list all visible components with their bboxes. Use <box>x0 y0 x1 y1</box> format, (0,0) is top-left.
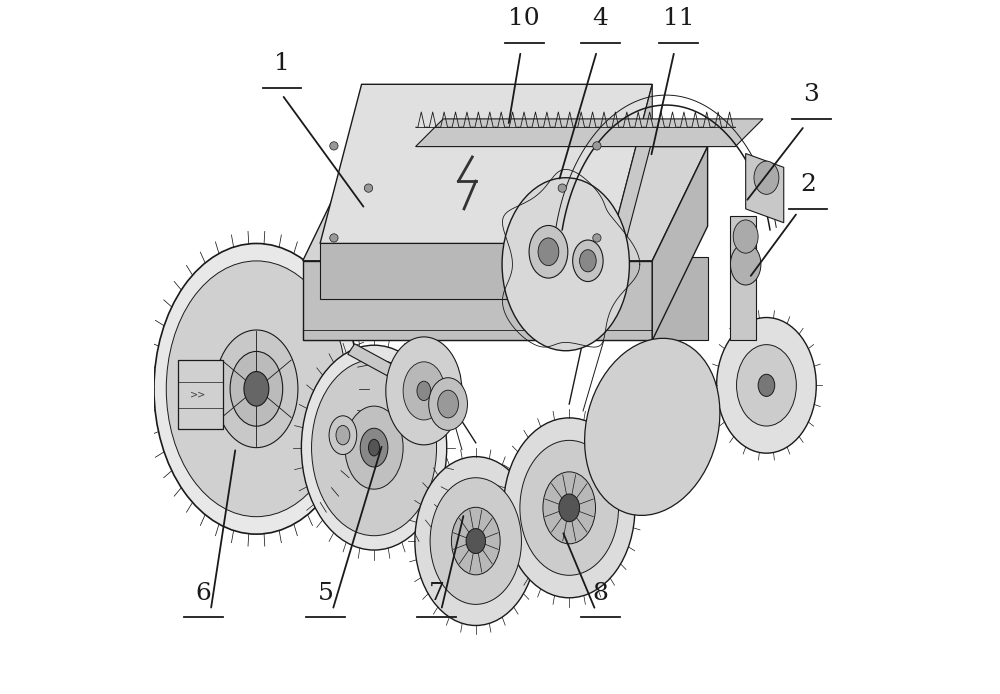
Polygon shape <box>303 326 652 340</box>
Ellipse shape <box>593 234 601 242</box>
Text: 10: 10 <box>508 8 540 31</box>
Ellipse shape <box>593 142 601 150</box>
Polygon shape <box>416 119 763 146</box>
Polygon shape <box>320 84 652 244</box>
Polygon shape <box>611 84 652 299</box>
Ellipse shape <box>580 250 596 272</box>
Ellipse shape <box>717 318 816 453</box>
Ellipse shape <box>529 226 568 278</box>
Ellipse shape <box>364 184 373 192</box>
Polygon shape <box>652 257 708 340</box>
Ellipse shape <box>558 184 566 192</box>
Ellipse shape <box>758 374 775 396</box>
Ellipse shape <box>520 441 619 575</box>
Text: 2: 2 <box>800 174 816 196</box>
Ellipse shape <box>330 234 338 242</box>
Ellipse shape <box>730 244 761 285</box>
Ellipse shape <box>312 359 437 536</box>
Ellipse shape <box>430 477 521 604</box>
Ellipse shape <box>538 238 559 266</box>
Ellipse shape <box>360 428 388 467</box>
Polygon shape <box>746 153 784 223</box>
Text: >>: >> <box>190 389 206 399</box>
Ellipse shape <box>244 371 269 406</box>
Text: 5: 5 <box>318 582 334 604</box>
Ellipse shape <box>301 345 447 550</box>
Ellipse shape <box>154 244 359 534</box>
Ellipse shape <box>438 390 458 418</box>
Ellipse shape <box>559 494 580 522</box>
Text: 8: 8 <box>592 582 608 604</box>
Ellipse shape <box>429 378 467 430</box>
Polygon shape <box>320 244 611 299</box>
Ellipse shape <box>415 457 537 625</box>
Ellipse shape <box>345 406 403 489</box>
Ellipse shape <box>754 161 779 194</box>
Ellipse shape <box>166 261 347 517</box>
Ellipse shape <box>585 338 720 516</box>
Polygon shape <box>652 146 708 340</box>
Ellipse shape <box>543 472 596 544</box>
Ellipse shape <box>502 178 629 350</box>
Ellipse shape <box>466 529 485 554</box>
Ellipse shape <box>329 416 357 455</box>
Ellipse shape <box>403 362 445 420</box>
Text: 7: 7 <box>428 582 444 604</box>
Text: 3: 3 <box>803 83 819 106</box>
Ellipse shape <box>737 345 796 426</box>
Ellipse shape <box>733 220 758 253</box>
Ellipse shape <box>503 418 635 598</box>
Polygon shape <box>303 261 652 340</box>
Text: 11: 11 <box>663 8 694 31</box>
Ellipse shape <box>573 240 603 282</box>
Polygon shape <box>303 146 708 261</box>
Polygon shape <box>178 359 223 429</box>
Ellipse shape <box>386 337 462 445</box>
Ellipse shape <box>336 425 350 445</box>
Ellipse shape <box>369 439 380 456</box>
Text: 4: 4 <box>592 8 608 31</box>
Ellipse shape <box>230 351 283 426</box>
Polygon shape <box>348 344 431 396</box>
Text: 1: 1 <box>274 52 290 76</box>
Ellipse shape <box>417 381 431 400</box>
Ellipse shape <box>451 507 500 575</box>
Ellipse shape <box>215 330 298 448</box>
Polygon shape <box>730 216 756 340</box>
Ellipse shape <box>330 142 338 150</box>
Text: 6: 6 <box>196 582 212 604</box>
